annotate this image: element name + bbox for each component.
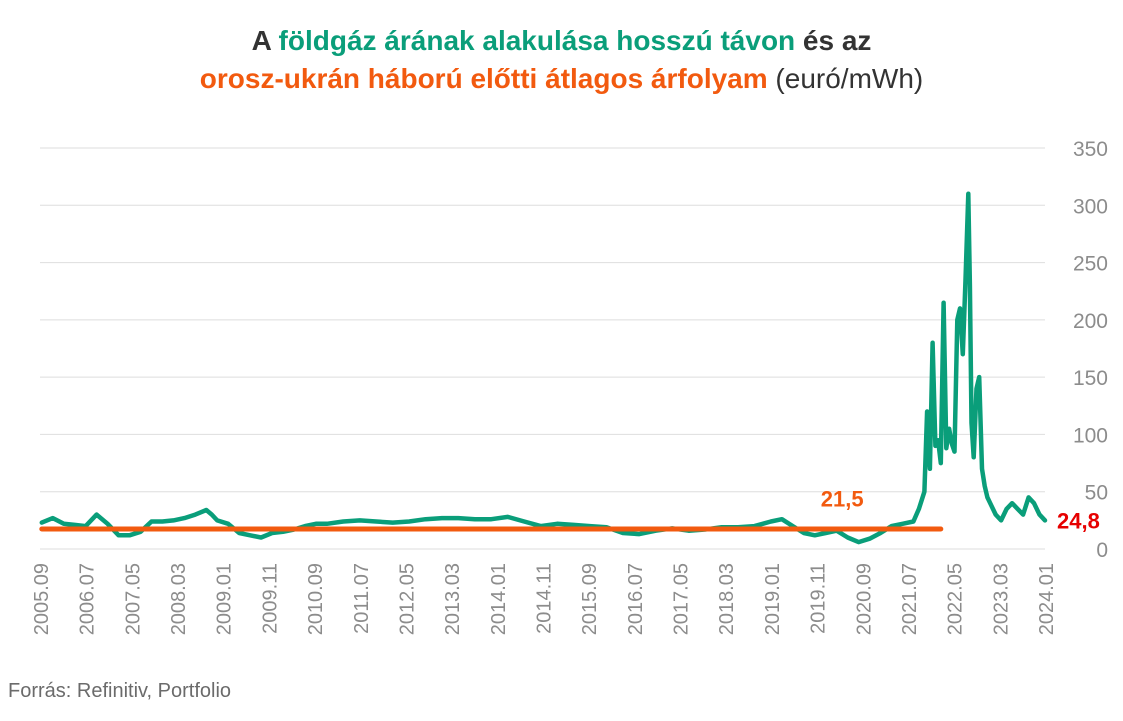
x-tick-label: 2011.07 [351, 563, 373, 634]
x-tick-label: 2012.05 [396, 563, 418, 635]
y-tick-label: 250 [1073, 253, 1108, 276]
x-tick-label: 2018.03 [716, 563, 738, 635]
x-tick-label: 2014.01 [488, 563, 510, 635]
y-tick-label: 300 [1073, 195, 1108, 218]
x-tick-label: 2021.07 [899, 563, 921, 635]
x-tick-label: 2005.09 [31, 563, 53, 635]
x-tick-label: 2006.07 [77, 563, 99, 635]
y-tick-label: 150 [1073, 367, 1108, 390]
x-tick-label: 2017.05 [671, 563, 693, 635]
x-tick-label: 2019.11 [808, 563, 830, 634]
y-tick-label: 0 [1096, 539, 1108, 562]
average-value-label: 21,5 [821, 487, 864, 512]
title-part-4: orosz-ukrán háború előtti átlagos árfoly… [199, 63, 768, 94]
x-tick-label: 2015.09 [579, 563, 601, 635]
y-tick-label: 50 [1085, 482, 1108, 505]
last-value-label: 24,8 [1057, 509, 1100, 534]
x-tick-label: 2013.03 [442, 563, 464, 635]
title-line-2: orosz-ukrán háború előtti átlagos árfoly… [0, 60, 1123, 98]
x-tick-label: 2022.05 [945, 563, 967, 635]
x-tick-label: 2009.11 [259, 563, 281, 634]
x-tick-label: 2009.01 [214, 563, 236, 635]
x-tick-label: 2016.07 [625, 563, 647, 635]
y-tick-label: 350 [1073, 138, 1108, 161]
x-tick-label: 2014.11 [534, 563, 556, 634]
price-series-line [39, 191, 1048, 545]
title-part-5: (euró/mWh) [767, 63, 924, 94]
x-tick-label: 2020.09 [853, 563, 875, 635]
title-line-1: A földgáz árának alakulása hosszú távon … [0, 22, 1123, 60]
y-tick-label: 100 [1073, 424, 1108, 447]
x-tick-label: 2019.01 [762, 563, 784, 635]
source-note: Forrás: Refinitiv, Portfolio [8, 680, 232, 702]
x-tick-label: 2007.05 [122, 563, 144, 635]
x-tick-label: 2010.09 [305, 563, 327, 635]
y-tick-label: 200 [1073, 310, 1108, 333]
x-tick-label: 2023.03 [990, 563, 1012, 635]
title-part-1: A [251, 25, 279, 56]
title-part-3: és az [795, 25, 872, 56]
title-part-2: földgáz árának alakulása hosszú távon [278, 25, 796, 56]
chart-title: A földgáz árának alakulása hosszú távon … [0, 22, 1123, 98]
x-tick-label: 2024.01 [1036, 563, 1058, 635]
x-tick-label: 2008.03 [168, 563, 190, 635]
